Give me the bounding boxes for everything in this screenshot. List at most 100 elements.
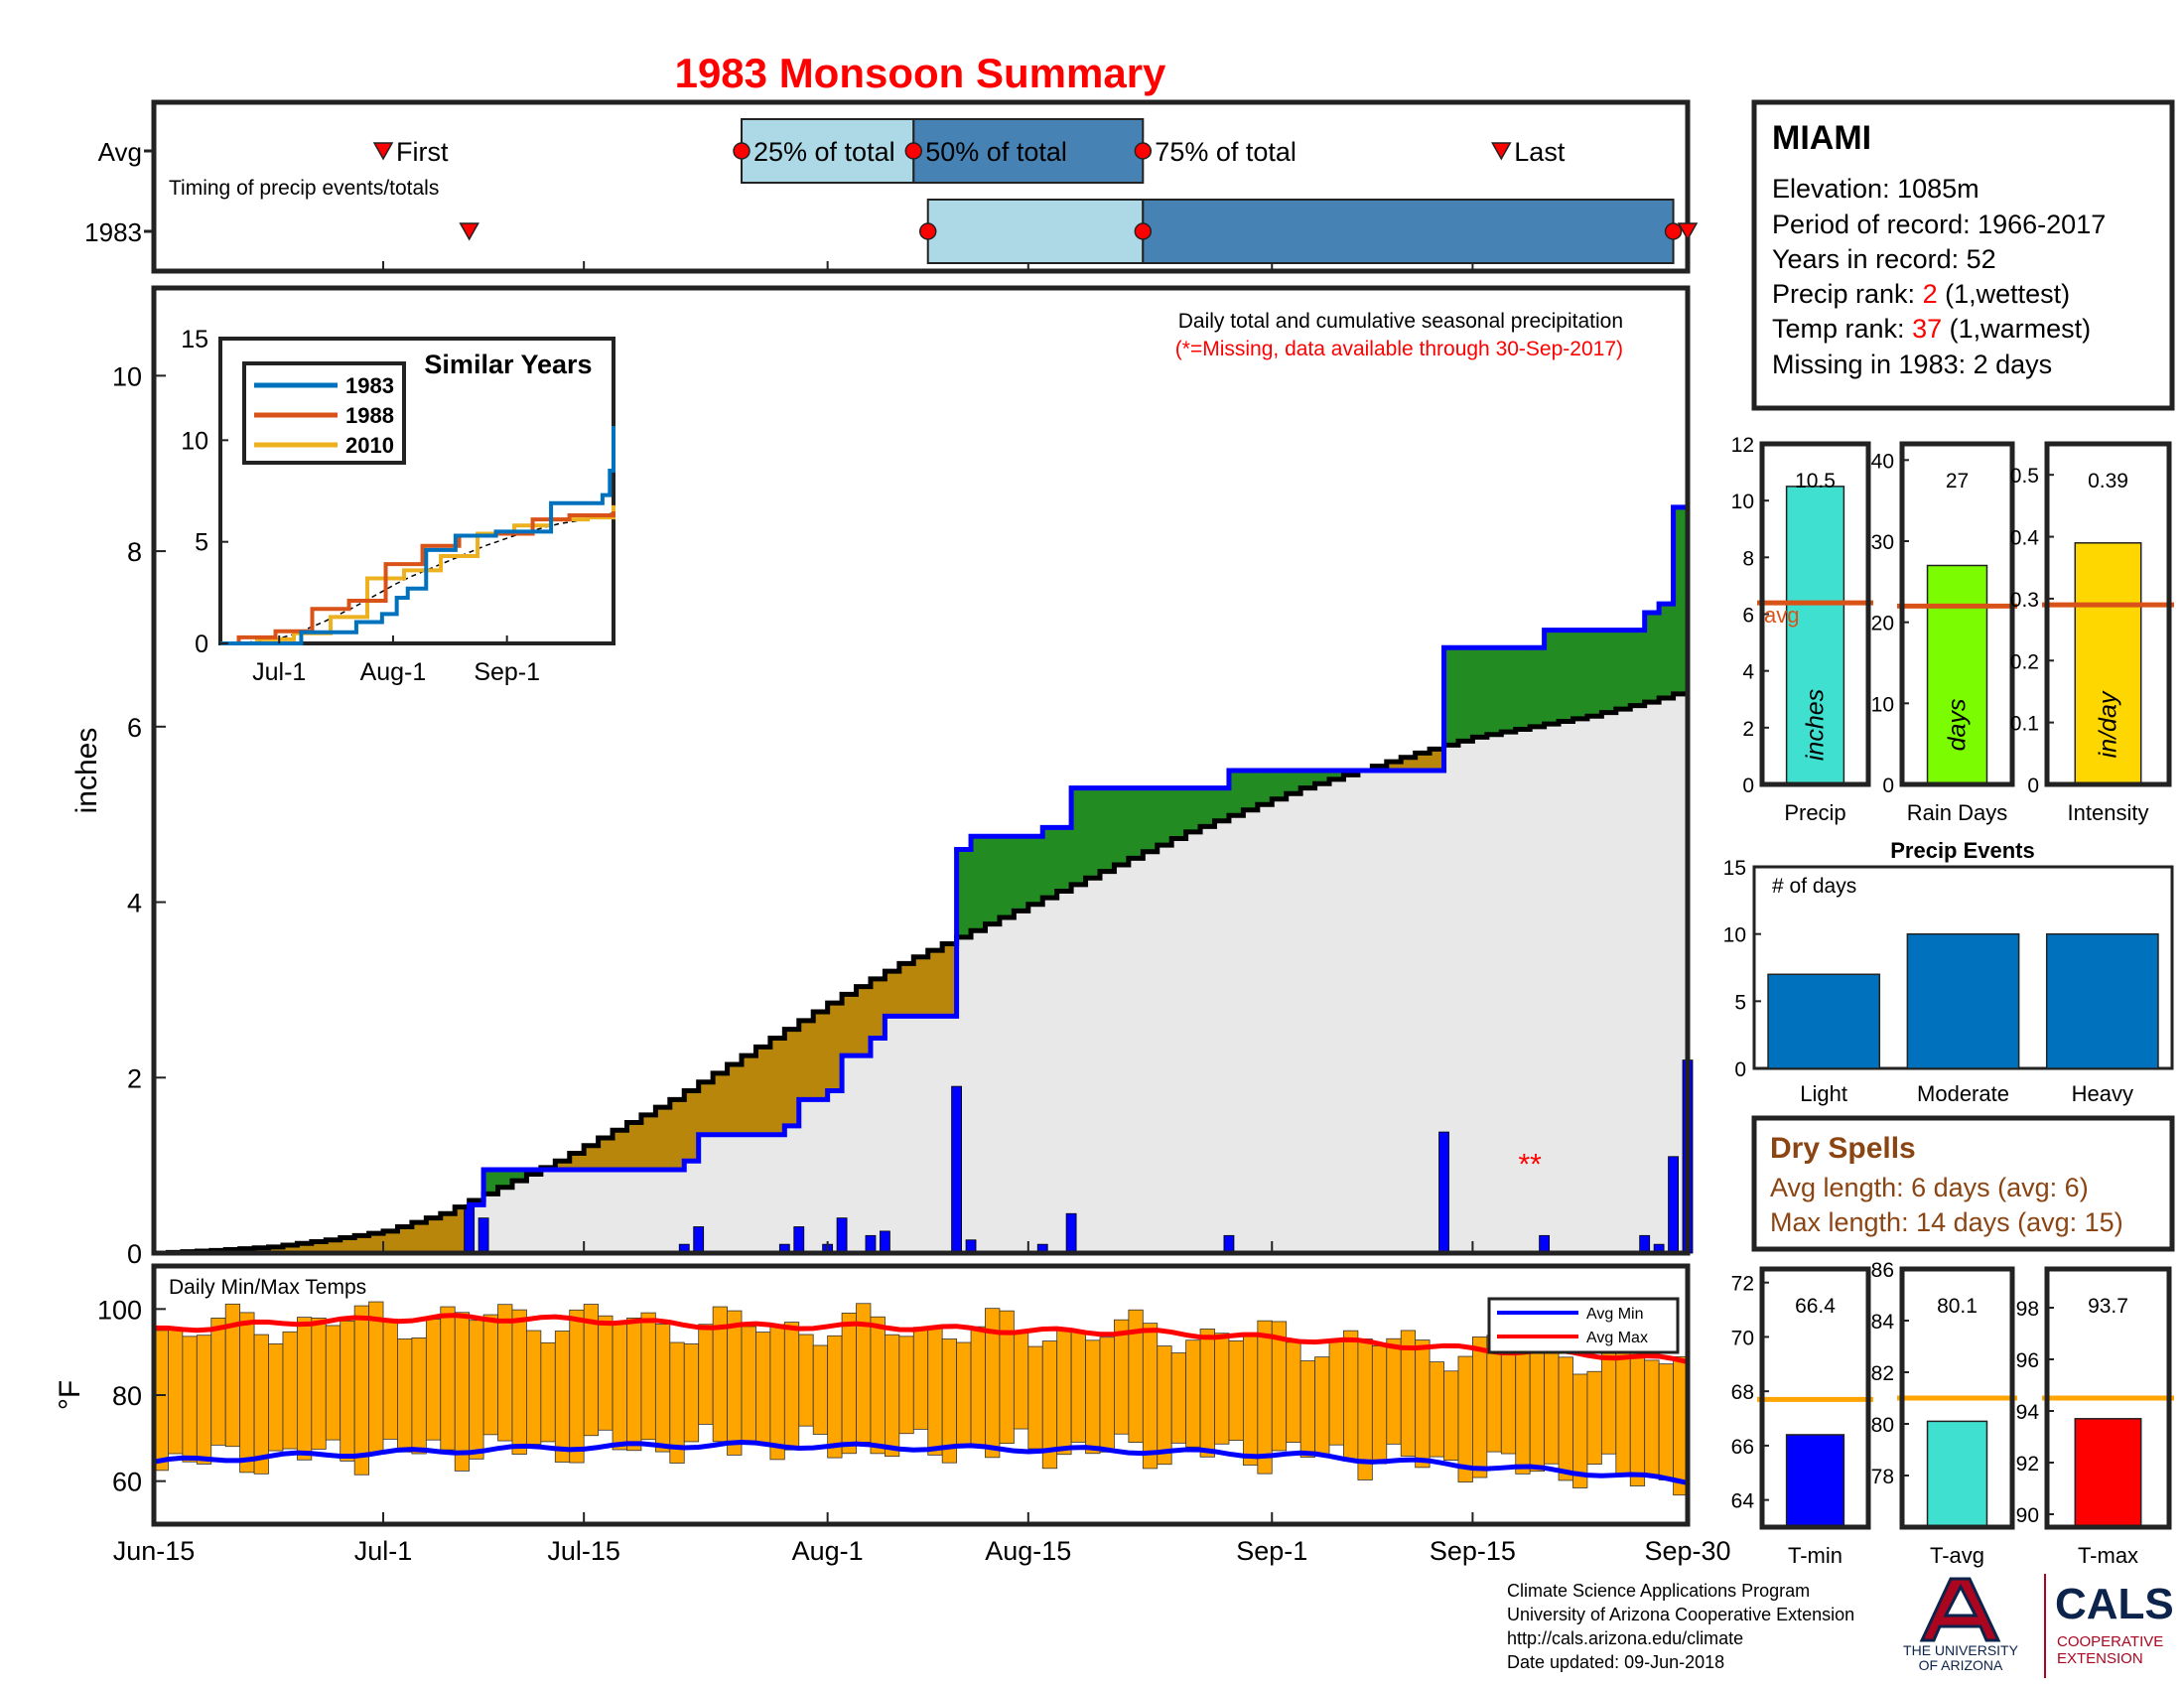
daily-precip-bar <box>1065 1212 1077 1254</box>
tempbar-t-min-label: T-min <box>1788 1543 1843 1568</box>
deficit-segment <box>1415 753 1431 771</box>
daily-temp-bar <box>1070 1331 1086 1443</box>
daily-temp-bar <box>827 1335 843 1459</box>
daily-temp-bar <box>325 1325 341 1441</box>
events-category-label: Heavy <box>2072 1081 2133 1106</box>
deficit-segment <box>426 1217 442 1253</box>
daily-precip-bar <box>1668 1156 1679 1254</box>
timing-last-marker <box>1677 222 1699 241</box>
daily-temp-bar <box>440 1306 456 1451</box>
daily-temp-bar <box>1027 1345 1043 1450</box>
surplus-segment <box>1157 787 1172 846</box>
timing-q75-label: 75% of total <box>1155 137 1297 167</box>
daily-temp-bar <box>1572 1373 1588 1488</box>
deficit-segment <box>927 950 943 1017</box>
timing-quantile-dot <box>1664 222 1683 240</box>
deficit-segment <box>326 1239 341 1253</box>
cals-logo-title: CALS <box>2055 1580 2174 1628</box>
surplus-segment <box>1114 787 1130 865</box>
deficit-segment <box>1386 762 1402 771</box>
surplus-segment <box>1085 787 1101 879</box>
temps-legend-max: Avg Max <box>1586 1330 1648 1346</box>
daily-temp-bar <box>1013 1332 1029 1430</box>
deficit-segment <box>698 1081 714 1135</box>
daily-temp-bar <box>511 1309 527 1455</box>
main-ytick-label: 10 <box>112 361 142 391</box>
summary-mini-bars: 0 2 4 6 8 10 12 10.5 Precip inches avg 0 10 20 30 40 27 R… <box>1731 434 2174 825</box>
timing-quantile-dot <box>904 142 923 160</box>
mini-intensity-frame <box>2044 441 2172 787</box>
daily-temp-bar <box>1056 1329 1072 1456</box>
mini-intensity-value: 0.39 <box>2088 470 2128 492</box>
daily-temp-bar <box>1472 1336 1488 1478</box>
daily-temp-bar <box>1299 1360 1315 1458</box>
missing-marker: ** <box>1518 1148 1542 1181</box>
ua-logo-text2: OF ARIZONA <box>1919 1657 2003 1673</box>
deficit-segment <box>311 1241 327 1253</box>
daily-temp-bar <box>482 1314 498 1436</box>
timing-panel: Avg 1983 Timing of precip events/totals Fir… <box>84 99 1699 274</box>
daily-temp-bar <box>1142 1323 1159 1470</box>
surplus-segment <box>1601 630 1617 713</box>
daily-temp-bar <box>1099 1336 1115 1453</box>
daily-precip-bar <box>1223 1234 1235 1254</box>
station-precip-rank: Precip rank: 2 (1,wettest) <box>1772 279 2070 309</box>
deficit-segment <box>383 1230 398 1253</box>
main-precip-panel: ** 0 2 4 6 8 10 inches Daily total and cumulativ… <box>70 285 1694 1269</box>
temps-legend-box <box>1487 1297 1680 1354</box>
daily-temp-bar <box>1214 1333 1230 1445</box>
daily-temp-bar <box>1529 1345 1546 1473</box>
mini-rain-days-label: Rain Days <box>1907 800 2007 825</box>
surplus-segment <box>1314 771 1330 784</box>
footer: Climate Science Applications Program Uni… <box>1507 1581 1854 1672</box>
deficit-segment <box>870 978 886 1039</box>
timing-q25-q50-box <box>926 199 1145 264</box>
station-missing: Missing in 1983: 2 days <box>1772 350 2052 379</box>
daily-temp-bar <box>970 1326 986 1448</box>
deficit-segment <box>842 994 858 1056</box>
daily-temp-bar <box>1114 1319 1130 1435</box>
daily-temp-bar <box>1085 1339 1101 1455</box>
footer-line4: Date updated: 09-Jun-2018 <box>1507 1652 1724 1672</box>
temps-ytick-label: 100 <box>97 1295 142 1325</box>
footer-line2: University of Arizona Cooperative Extens… <box>1507 1605 1854 1624</box>
tempbar-t-avg-ytick-label: 86 <box>1871 1259 1894 1282</box>
deficit-segment <box>1401 757 1417 771</box>
avg-min-line <box>153 1439 1689 1485</box>
daily-temp-bar <box>1242 1334 1259 1466</box>
station-period: Period of record: 1966-2017 <box>1772 210 2106 239</box>
x-tick-label: Jul-15 <box>547 1536 620 1566</box>
surplus-segment <box>1214 787 1230 821</box>
surplus-segment <box>1501 647 1517 733</box>
events-title: Precip Events <box>1890 838 2035 863</box>
daily-temp-bar <box>870 1316 886 1455</box>
mini-precip-bar <box>1785 486 1845 785</box>
events-ylabel: # of days <box>1772 875 1856 898</box>
mini-precip-ytick-label: 6 <box>1742 605 1754 628</box>
daily-temp-bar <box>353 1305 369 1476</box>
deficit-segment <box>885 971 900 1017</box>
daily-temp-bar <box>1343 1330 1359 1462</box>
main-ytick-label: 2 <box>127 1063 142 1093</box>
inset-ytick-label: 0 <box>195 631 208 658</box>
surplus-segment <box>1171 787 1187 839</box>
deficit-segment <box>827 1003 843 1091</box>
mini-rain-days-unit: days <box>1944 699 1972 752</box>
tempbar-t-avg-frame <box>1899 1266 2015 1530</box>
inset-legend-label: 2010 <box>345 433 394 458</box>
surplus-segment <box>1286 771 1301 794</box>
tempbar-t-avg-ytick-label: 84 <box>1871 1311 1895 1334</box>
surplus-segment <box>1559 630 1573 722</box>
deficit-segment <box>742 1055 756 1135</box>
timing-row-avg-label: Avg <box>98 137 142 167</box>
timing-last-marker <box>1491 142 1512 161</box>
temps-ytick-label: 80 <box>112 1381 142 1411</box>
surplus-segment <box>1630 630 1646 706</box>
surplus-segment <box>985 836 1001 924</box>
daily-temp-bar <box>598 1315 614 1431</box>
deficit-segment <box>684 1090 700 1162</box>
chart-title: 1983 Monsoon Summary <box>675 50 1166 96</box>
tempbar-t-min-bar <box>1785 1434 1845 1528</box>
surplus-segment <box>483 1170 499 1195</box>
cals-logo: CALS COOPERATIVE EXTENSION <box>2055 1580 2174 1667</box>
